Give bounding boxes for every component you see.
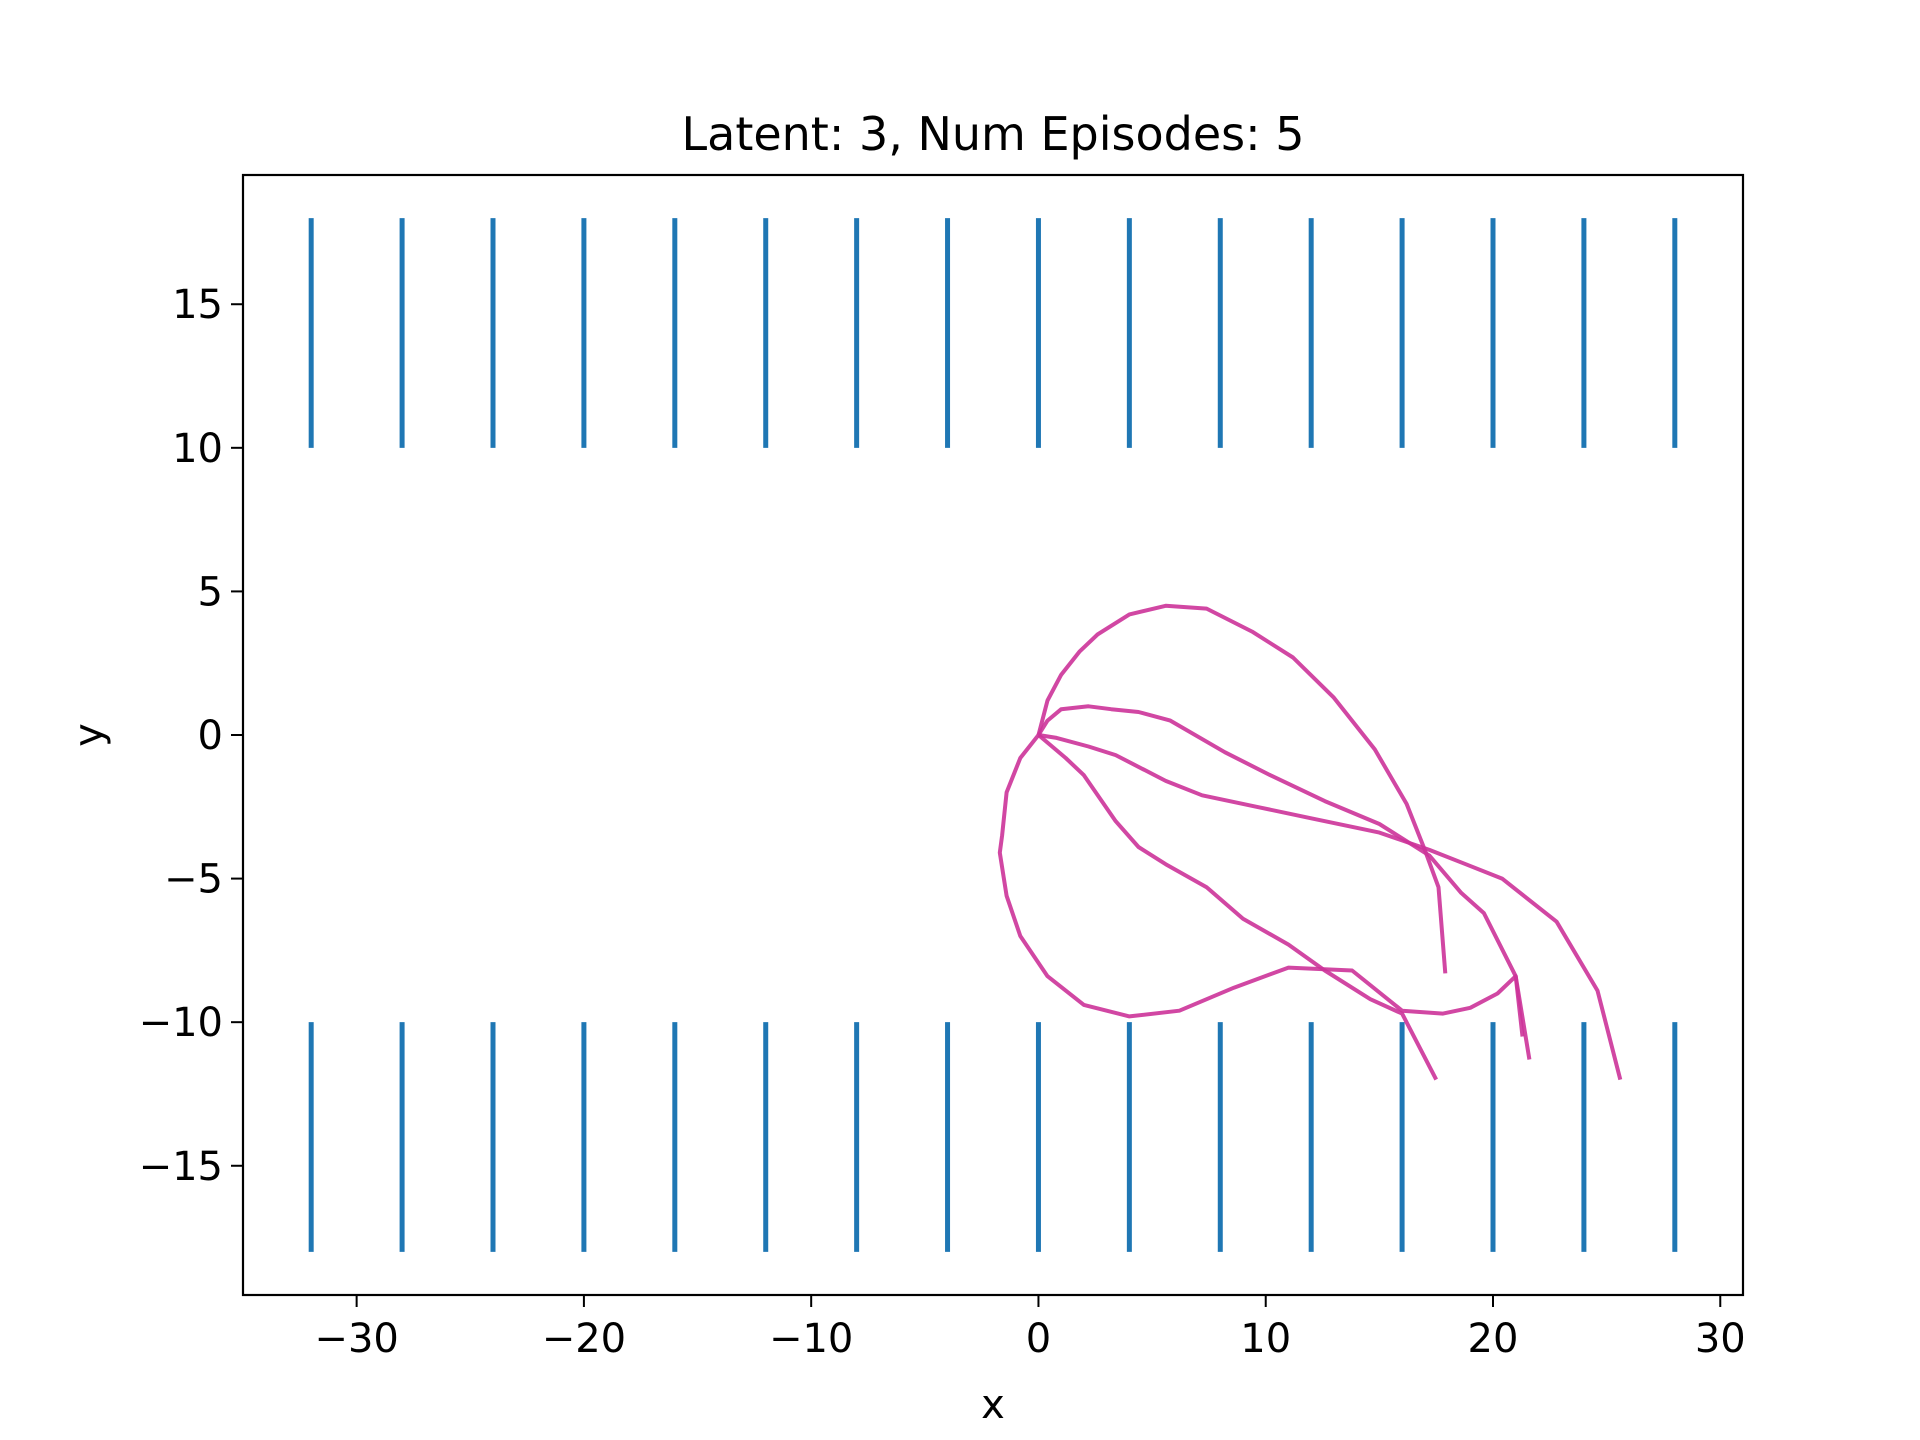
x-tick-label: −30	[314, 1316, 398, 1362]
y-tick-label: 15	[172, 282, 223, 328]
wall-segments	[308, 218, 1678, 1252]
trajectory-line	[997, 733, 1525, 1037]
x-tick-label: 0	[1026, 1316, 1051, 1362]
y-tick-label: −5	[164, 857, 223, 903]
y-tick-label: 10	[172, 426, 223, 472]
chart-title: Latent: 3, Num Episodes: 5	[682, 107, 1305, 161]
x-tick-label: −20	[542, 1316, 626, 1362]
x-axis-label: x	[981, 1382, 1005, 1428]
y-tick-label: −10	[139, 1000, 223, 1046]
trajectory-line	[1036, 704, 1532, 1060]
trajectory-line	[1036, 603, 1448, 974]
y-axis-ticks: −15 −10 −5 0 5 10 15	[139, 282, 243, 1190]
y-axis-label: y	[66, 723, 112, 747]
trajectory-line	[1037, 733, 1438, 1081]
y-tick-label: 0	[198, 713, 223, 759]
y-tick-label: −15	[139, 1144, 223, 1190]
x-tick-label: 20	[1468, 1316, 1519, 1362]
x-axis-ticks: −30 −20 −10 0 10 20 30	[314, 1295, 1746, 1362]
x-tick-label: −10	[769, 1316, 853, 1362]
trajectory-lines	[997, 603, 1623, 1081]
x-tick-label: 30	[1695, 1316, 1746, 1362]
y-tick-label: 5	[198, 569, 223, 615]
trajectory-line	[1038, 733, 1623, 1081]
x-tick-label: 10	[1240, 1316, 1291, 1362]
